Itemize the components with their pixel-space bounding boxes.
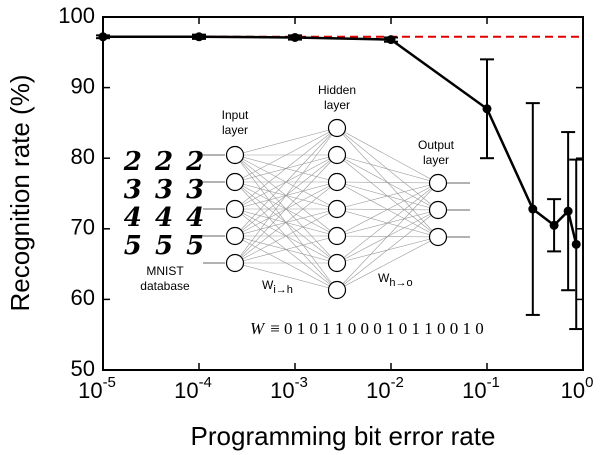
data-point xyxy=(528,204,538,214)
digit-row: 3 3 3 xyxy=(124,175,206,205)
connection xyxy=(234,127,338,183)
weight-label: Wh→o xyxy=(378,271,413,289)
x-tick-base: 10 xyxy=(366,378,390,403)
neuron xyxy=(327,280,347,300)
connection xyxy=(336,236,439,291)
y-tick-label: 90 xyxy=(71,73,95,98)
network-inset: InputlayerHiddenlayerOutputlayerMNISTdat… xyxy=(123,83,484,338)
neuron xyxy=(225,253,245,273)
connection xyxy=(234,127,338,210)
x-tick-base: 10 xyxy=(78,378,102,403)
connection xyxy=(336,182,439,264)
digit-row: 4 4 4 xyxy=(124,203,206,233)
x-axis-title: Programming bit error rate xyxy=(191,421,496,451)
x-tick-label: 10-3 xyxy=(270,374,308,403)
connection xyxy=(234,154,338,264)
weight-label: Wi→h xyxy=(262,278,293,296)
inset-label: layer xyxy=(423,153,449,167)
data-point xyxy=(194,32,204,42)
connection xyxy=(234,127,338,156)
inset-label: Output xyxy=(418,138,455,152)
neuron xyxy=(225,172,245,192)
x-tick-label: 10-5 xyxy=(78,374,116,403)
y-tick-label: 60 xyxy=(71,285,95,310)
data-point xyxy=(386,35,396,45)
connection xyxy=(336,209,439,291)
connection xyxy=(234,127,338,237)
x-tick-label: 10-1 xyxy=(462,374,500,403)
weight-equation: W ≡ 0 1 0 1 1 0 0 0 1 0 1 1 0 0 1 0 xyxy=(250,319,484,338)
y-tick-label: 50 xyxy=(71,356,95,381)
connection xyxy=(234,127,338,264)
connection xyxy=(336,154,439,184)
plot-frame xyxy=(102,16,584,371)
data-point xyxy=(549,220,559,230)
neuron xyxy=(327,172,347,192)
data-point xyxy=(563,206,573,216)
connection xyxy=(336,127,439,184)
connection xyxy=(234,235,338,264)
x-tick-base: 10 xyxy=(561,378,585,403)
connection xyxy=(234,262,338,291)
weight-sub: i→h xyxy=(273,284,293,296)
x-tick-exponent: -1 xyxy=(487,374,500,391)
inset-label: Input xyxy=(222,108,249,122)
y-tick-label: 100 xyxy=(58,3,95,28)
x-tick-label: 10-4 xyxy=(174,374,212,403)
neuron xyxy=(428,200,448,220)
data-point xyxy=(482,104,492,114)
x-tick-exponent: -4 xyxy=(199,374,212,391)
connection xyxy=(234,181,338,264)
connection xyxy=(336,182,439,291)
neuron xyxy=(327,199,347,219)
x-tick-base: 10 xyxy=(462,378,486,403)
x-tick-exponent: -3 xyxy=(295,374,308,391)
neuron xyxy=(225,226,245,246)
x-tick-label: 10-2 xyxy=(366,374,404,403)
y-axis-title: Recognition rate (%) xyxy=(5,75,35,312)
neuron xyxy=(327,118,347,138)
digit-row: 5 5 5 xyxy=(124,231,206,261)
y-tick-label: 70 xyxy=(71,215,95,240)
neuron xyxy=(327,226,347,246)
connection xyxy=(336,182,439,210)
neuron xyxy=(225,145,245,165)
equation-symbol: W xyxy=(250,319,266,338)
x-tick-exponent: 0 xyxy=(585,374,593,391)
inset-label: MNIST xyxy=(146,264,184,278)
x-tick-label: 100 xyxy=(561,374,594,403)
data-point xyxy=(571,239,581,249)
digit-row: 2 2 2 xyxy=(123,147,206,177)
x-tick-base: 10 xyxy=(270,378,294,403)
inset-label: database xyxy=(140,279,190,293)
neuron xyxy=(428,173,448,193)
inset-label: layer xyxy=(324,98,350,112)
equation-bits: ≡ 0 1 0 1 1 0 0 0 1 0 1 1 0 0 1 0 xyxy=(270,319,484,338)
neuron xyxy=(327,145,347,165)
x-tick-base: 10 xyxy=(174,378,198,403)
neuron xyxy=(428,227,448,247)
inset-label: Hidden xyxy=(318,83,356,97)
x-tick-exponent: -2 xyxy=(391,374,404,391)
weight-base: W xyxy=(378,271,390,285)
inset-label: layer xyxy=(222,123,248,137)
connection xyxy=(336,181,439,184)
data-point xyxy=(290,32,300,42)
neuron xyxy=(327,253,347,273)
connection xyxy=(336,182,439,237)
weight-sub: h→o xyxy=(389,277,412,289)
neuron xyxy=(225,199,245,219)
y-tick-label: 80 xyxy=(71,144,95,169)
weight-base: W xyxy=(262,278,274,292)
x-tick-exponent: -5 xyxy=(103,374,116,391)
connection xyxy=(234,208,338,264)
data-point xyxy=(98,32,108,42)
